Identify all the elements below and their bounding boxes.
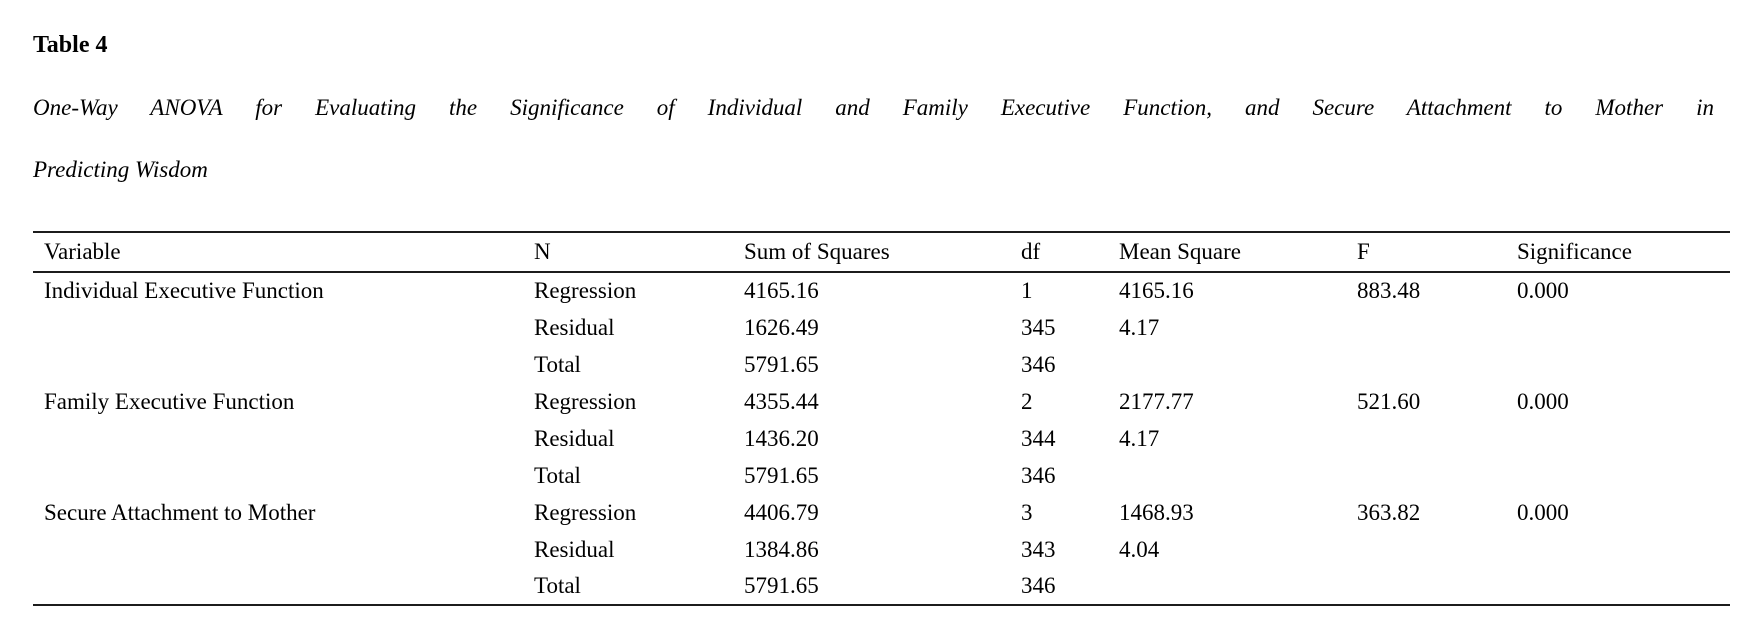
table-cell xyxy=(1507,420,1730,457)
table-number-label: Table 4 xyxy=(33,32,108,58)
variable-cell: Family Executive Function xyxy=(44,388,295,414)
variable-cell xyxy=(33,309,524,346)
anova-table-head: Variable N Sum of Squares df Mean Square F Sig… xyxy=(33,232,1730,272)
table-cell: 345 xyxy=(1021,314,1056,340)
table-cell: 346 xyxy=(1021,573,1056,598)
table-cell: 4165.16 xyxy=(744,278,819,303)
table-cell xyxy=(1109,568,1347,605)
table-cell xyxy=(1347,420,1507,457)
table-cell xyxy=(1507,531,1730,568)
variable-cell xyxy=(33,531,524,568)
table-cell: Residual xyxy=(534,314,615,340)
table-cell: 5791.65 xyxy=(744,573,819,598)
column-header: F xyxy=(1357,239,1370,264)
table-cell xyxy=(1109,457,1347,494)
table-cell: 4406.79 xyxy=(744,499,819,525)
table-cell: 1 xyxy=(1021,278,1033,303)
table-cell: 883.48 xyxy=(1357,278,1421,303)
anova-table: Variable N Sum of Squares df Mean Square F Sig… xyxy=(33,231,1730,606)
column-header: Sum of Squares xyxy=(744,239,890,264)
table-caption: One-Way ANOVA for Evaluating the Signifi… xyxy=(33,77,1714,201)
table-cell: 5791.65 xyxy=(744,351,819,377)
table-cell: 1384.86 xyxy=(744,536,819,562)
column-header: df xyxy=(1021,239,1041,264)
table-row: Family Executive Function Regression 4355.… xyxy=(33,383,1730,420)
table-row: Residual 1384.86 343 4.04 xyxy=(33,531,1730,568)
table-cell: Regression xyxy=(534,499,637,525)
variable-cell xyxy=(33,457,524,494)
table-row: Total 5791.65 346 xyxy=(33,346,1730,383)
table-cell xyxy=(1109,346,1347,383)
column-header: Variable xyxy=(44,239,121,264)
table-cell: 346 xyxy=(1021,462,1056,488)
table-row: Total 5791.65 346 xyxy=(33,568,1730,605)
table-cell xyxy=(1347,531,1507,568)
table-cell: 4.17 xyxy=(1119,425,1160,451)
table-cell: 4.17 xyxy=(1119,314,1160,340)
table-cell xyxy=(1507,346,1730,383)
table-cell: Total xyxy=(534,462,581,488)
table-cell: 1468.93 xyxy=(1119,499,1194,525)
table-cell xyxy=(1347,457,1507,494)
table-cell: 1436.20 xyxy=(744,425,819,451)
table-row: Residual 1436.20 344 4.17 xyxy=(33,420,1730,457)
table-cell: 363.82 xyxy=(1357,499,1421,525)
variable-cell: Secure Attachment to Mother xyxy=(44,499,316,525)
column-header: Significance xyxy=(1517,239,1632,264)
table-cell: Regression xyxy=(534,388,637,414)
table-cell xyxy=(1347,309,1507,346)
table-cell: Total xyxy=(534,573,581,598)
table-cell: 521.60 xyxy=(1357,388,1421,414)
anova-table-body: Individual Executive Function Regression 4… xyxy=(33,272,1730,605)
table-row: Individual Executive Function Regression 4… xyxy=(33,272,1730,309)
table-cell: 346 xyxy=(1021,351,1056,377)
table-cell: Residual xyxy=(534,425,615,451)
table-row: Secure Attachment to Mother Regression 440… xyxy=(33,494,1730,531)
table-row: Residual 1626.49 345 4.17 xyxy=(33,309,1730,346)
table-cell: Total xyxy=(534,351,581,377)
table-caption-line-2: Predicting Wisdom xyxy=(33,157,208,182)
header-row: Variable N Sum of Squares df Mean Square F Sig… xyxy=(33,232,1730,272)
table-cell xyxy=(1507,457,1730,494)
table-cell: 0.000 xyxy=(1517,499,1569,525)
table-cell xyxy=(1347,346,1507,383)
table-cell: 344 xyxy=(1021,425,1056,451)
table-cell: 0.000 xyxy=(1517,278,1569,303)
table-cell: 0.000 xyxy=(1517,388,1569,414)
table-cell: 3 xyxy=(1021,499,1033,525)
variable-cell xyxy=(33,346,524,383)
table-cell: 4.04 xyxy=(1119,536,1160,562)
table-row: Total 5791.65 346 xyxy=(33,457,1730,494)
table-cell: Regression xyxy=(534,278,637,303)
column-header: Mean Square xyxy=(1119,239,1241,264)
table-cell xyxy=(1507,568,1730,605)
variable-cell: Individual Executive Function xyxy=(44,278,324,303)
table-caption-line-1: One-Way ANOVA for Evaluating the Signifi… xyxy=(33,95,1714,120)
table-cell: 4165.16 xyxy=(1119,278,1194,303)
column-header: N xyxy=(534,239,551,264)
table-cell: 343 xyxy=(1021,536,1056,562)
variable-cell xyxy=(33,568,524,605)
variable-cell xyxy=(33,420,524,457)
table-cell: 1626.49 xyxy=(744,314,819,340)
table-cell: Residual xyxy=(534,536,615,562)
table-cell: 2 xyxy=(1021,388,1033,414)
table-cell xyxy=(1347,568,1507,605)
table-cell xyxy=(1507,309,1730,346)
table-cell: 4355.44 xyxy=(744,388,819,414)
table-cell: 2177.77 xyxy=(1119,388,1194,414)
table-cell: 5791.65 xyxy=(744,462,819,488)
